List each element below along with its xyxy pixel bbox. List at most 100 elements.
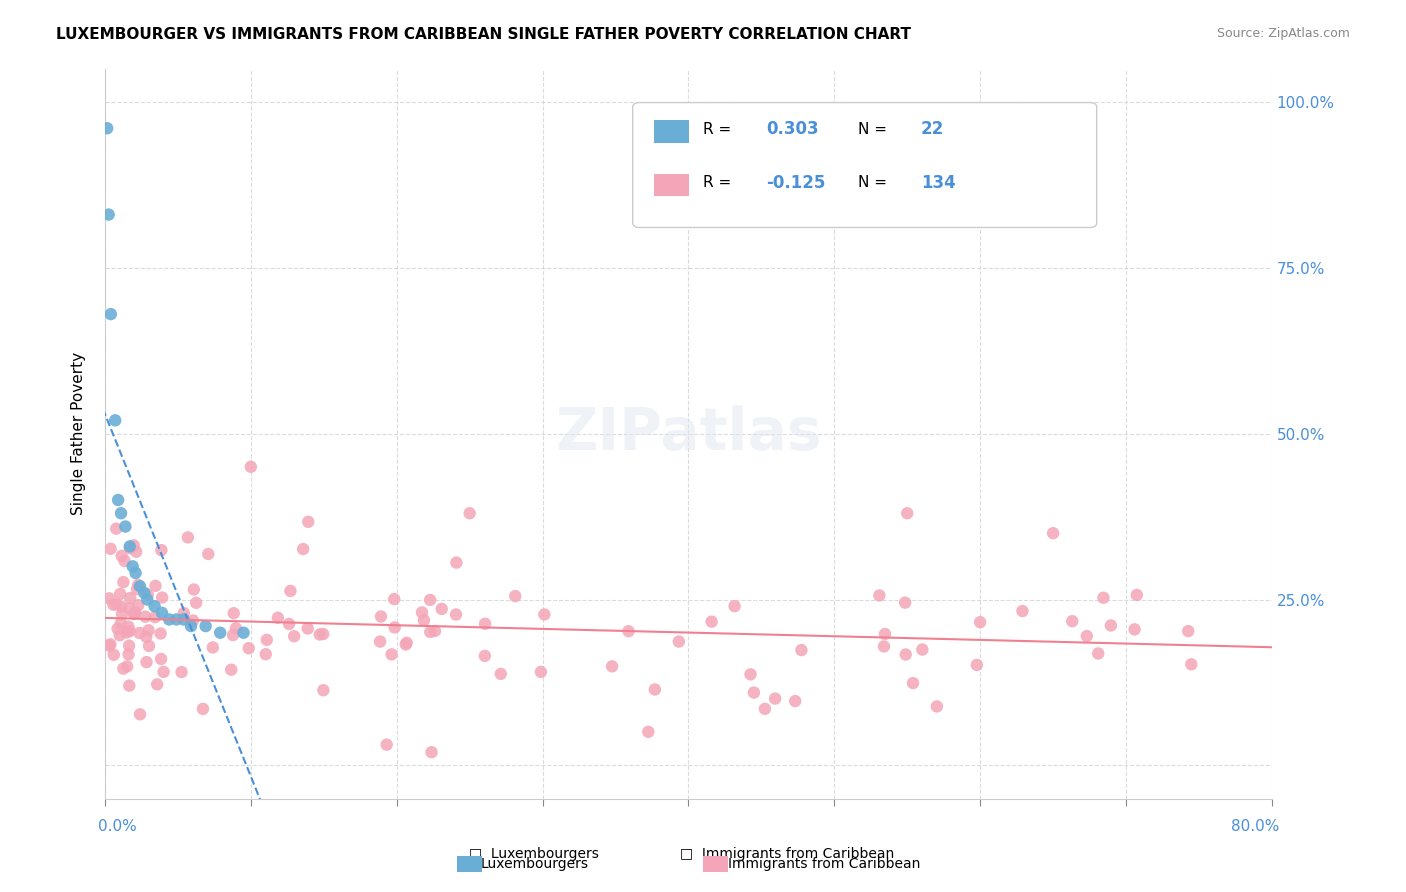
- Point: [600, 659, 623, 673]
- Point: [382, 592, 405, 607]
- Point: [966, 657, 988, 672]
- Point: [384, 620, 406, 634]
- Point: [186, 596, 208, 610]
- Point: [103, 648, 125, 662]
- Point: [136, 592, 159, 607]
- Point: [723, 599, 745, 614]
- Point: [873, 627, 896, 641]
- Point: [312, 627, 335, 641]
- Point: [134, 586, 156, 600]
- Point: [901, 676, 924, 690]
- Point: [127, 598, 149, 612]
- Text: N =: N =: [858, 122, 887, 136]
- Text: 22: 22: [921, 120, 945, 138]
- Point: [280, 583, 302, 598]
- Point: [124, 607, 146, 621]
- Point: [446, 556, 468, 570]
- Point: [222, 606, 245, 620]
- Point: [118, 624, 141, 639]
- Point: [127, 578, 149, 592]
- Point: [114, 519, 136, 533]
- Point: [110, 506, 132, 520]
- Point: [474, 616, 496, 631]
- Point: [115, 625, 138, 640]
- Point: [191, 702, 214, 716]
- Point: [181, 614, 204, 628]
- Point: [1180, 657, 1202, 672]
- Point: [118, 639, 141, 653]
- Point: [98, 591, 121, 606]
- Point: [100, 541, 122, 556]
- Point: [135, 630, 157, 644]
- Point: [197, 547, 219, 561]
- Point: [297, 515, 319, 529]
- Point: [125, 582, 148, 597]
- Point: [152, 665, 174, 679]
- Text: R =: R =: [703, 176, 731, 190]
- Text: Immigrants from Caribbean: Immigrants from Caribbean: [728, 857, 921, 871]
- Point: [1062, 614, 1084, 628]
- Point: [105, 597, 128, 611]
- Point: [267, 611, 290, 625]
- Point: [785, 694, 807, 708]
- Point: [503, 589, 526, 603]
- Point: [790, 643, 813, 657]
- Point: [201, 640, 224, 655]
- Text: 0.303: 0.303: [766, 120, 818, 138]
- Point: [129, 579, 152, 593]
- Point: [420, 745, 443, 759]
- Point: [911, 642, 934, 657]
- Point: [1011, 604, 1033, 618]
- Text: Source: ZipAtlas.com: Source: ZipAtlas.com: [1216, 27, 1350, 40]
- Point: [105, 522, 128, 536]
- Text: □  Luxembourgers: □ Luxembourgers: [470, 847, 599, 861]
- Point: [458, 506, 481, 520]
- Point: [170, 665, 193, 679]
- Point: [896, 506, 918, 520]
- Point: [118, 679, 141, 693]
- Point: [157, 612, 180, 626]
- Point: [194, 619, 217, 633]
- Point: [430, 602, 453, 616]
- Text: ZIPatlas: ZIPatlas: [555, 405, 821, 462]
- Point: [112, 575, 135, 590]
- Point: [125, 545, 148, 559]
- Point: [118, 601, 141, 615]
- Point: [419, 593, 441, 607]
- Point: [112, 662, 135, 676]
- Point: [121, 559, 143, 574]
- Point: [96, 121, 118, 136]
- Text: N =: N =: [858, 176, 887, 190]
- Point: [103, 598, 125, 612]
- Point: [254, 647, 277, 661]
- Point: [183, 582, 205, 597]
- Point: [1126, 588, 1149, 602]
- Point: [419, 625, 441, 640]
- Point: [124, 566, 146, 580]
- Point: [97, 208, 120, 222]
- Point: [143, 599, 166, 614]
- Point: [381, 648, 404, 662]
- Point: [644, 682, 666, 697]
- Point: [120, 591, 142, 605]
- Point: [894, 596, 917, 610]
- Point: [110, 616, 132, 631]
- Point: [1076, 629, 1098, 643]
- Point: [150, 652, 173, 666]
- Point: [118, 541, 141, 556]
- Point: [925, 699, 948, 714]
- Point: [150, 543, 173, 558]
- Point: [894, 648, 917, 662]
- Point: [239, 459, 262, 474]
- Point: [114, 554, 136, 568]
- Point: [143, 610, 166, 624]
- Point: [312, 683, 335, 698]
- Point: [136, 588, 159, 602]
- Point: [128, 626, 150, 640]
- Text: 80.0%: 80.0%: [1230, 819, 1279, 834]
- Point: [489, 666, 512, 681]
- Point: [232, 625, 254, 640]
- Point: [740, 667, 762, 681]
- Point: [1092, 591, 1115, 605]
- Point: [107, 622, 129, 636]
